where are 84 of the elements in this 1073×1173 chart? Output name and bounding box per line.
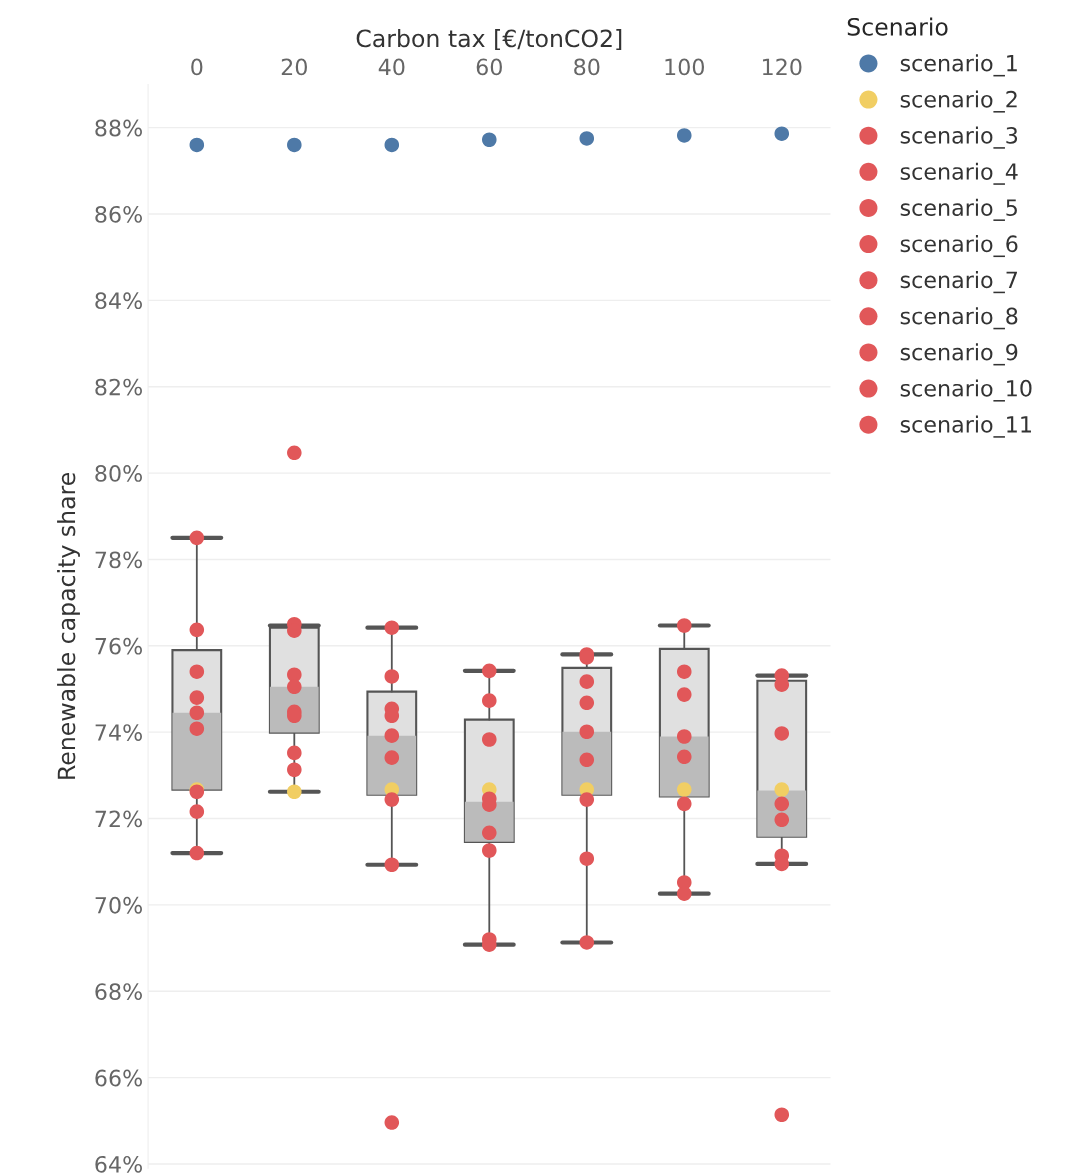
- x-tick-label: 0: [191, 58, 203, 76]
- point: [189, 530, 205, 546]
- y-tick-label: 68%: [95, 983, 142, 1001]
- x-axis-title: Carbon tax [€/tonCO2]: [356, 29, 622, 51]
- point: [384, 669, 400, 684]
- point: [676, 782, 692, 797]
- y-tick-label: 66%: [95, 1069, 142, 1087]
- legend-label: scenario_10: [900, 379, 1032, 402]
- point: [579, 674, 595, 689]
- x-tick-label: 100: [665, 58, 704, 76]
- y-tick-label: 78%: [95, 551, 142, 569]
- x-tick-label: 40: [378, 58, 405, 76]
- point: [189, 690, 205, 705]
- legend-label: scenario_3: [900, 126, 1018, 149]
- point: [189, 845, 205, 861]
- point: [579, 695, 595, 711]
- y-tick-label: 72%: [95, 810, 142, 828]
- point: [676, 749, 692, 765]
- y-tick-label: 84%: [95, 292, 142, 310]
- legend-label: scenario_2: [900, 90, 1017, 113]
- x-tick-label: 120: [762, 58, 802, 76]
- point: [676, 796, 692, 812]
- point: [287, 745, 302, 761]
- legend-title: Scenario: [847, 17, 948, 36]
- point: [189, 804, 205, 819]
- point: [189, 705, 205, 721]
- point: [482, 843, 497, 858]
- point: [774, 1107, 790, 1123]
- x-tick-label: 20: [281, 58, 307, 76]
- legend-label: scenario_6: [900, 234, 1018, 258]
- point: [287, 784, 302, 800]
- point: [384, 728, 400, 743]
- point: [287, 445, 302, 461]
- x-tick-label: 60: [476, 58, 502, 76]
- point: [579, 935, 595, 950]
- point: [676, 664, 692, 680]
- y-tick-label: 80%: [95, 465, 142, 482]
- legend-label: scenario_11: [900, 415, 1031, 438]
- legend-label: scenario_1: [900, 54, 1017, 77]
- point: [482, 693, 497, 708]
- point: [287, 667, 302, 683]
- y-tick-label: 70%: [95, 896, 142, 914]
- point: [774, 126, 790, 141]
- point: [482, 132, 497, 148]
- point: [482, 825, 497, 841]
- point: [384, 1115, 400, 1130]
- point: [774, 782, 790, 797]
- point: [384, 620, 400, 635]
- legend-label: scenario_8: [900, 307, 1018, 330]
- point: [676, 687, 692, 702]
- point: [287, 679, 302, 695]
- y-tick-label: 76%: [95, 637, 142, 655]
- point: [189, 664, 205, 680]
- point: [189, 137, 205, 153]
- y-tick-label: 86%: [95, 205, 142, 223]
- point: [189, 622, 205, 638]
- point: [384, 792, 400, 807]
- legend-label: scenario_5: [900, 198, 1017, 221]
- point: [676, 128, 692, 143]
- y-axis-title: Renewable capacity share: [57, 472, 80, 779]
- point: [189, 721, 205, 737]
- point: [287, 762, 302, 778]
- legend-label: scenario_9: [900, 343, 1018, 366]
- y-tick-label: 82%: [95, 378, 142, 396]
- legend-label: scenario_7: [900, 271, 1017, 294]
- point: [579, 724, 595, 740]
- y-tick-label: 88%: [95, 119, 142, 137]
- point: [579, 792, 595, 807]
- point: [482, 732, 497, 747]
- point: [287, 137, 302, 153]
- point: [676, 886, 692, 901]
- legend-label: scenario_4: [900, 162, 1018, 185]
- point: [774, 726, 790, 741]
- point: [579, 131, 595, 146]
- point: [676, 729, 692, 744]
- point: [774, 796, 790, 812]
- y-tick-label: 64%: [95, 1155, 142, 1173]
- point: [384, 137, 400, 153]
- point: [579, 851, 595, 866]
- x-tick-label: 80: [574, 58, 600, 76]
- point: [676, 618, 692, 633]
- y-tick-label: 74%: [95, 724, 142, 741]
- point: [384, 857, 400, 873]
- point: [482, 663, 497, 679]
